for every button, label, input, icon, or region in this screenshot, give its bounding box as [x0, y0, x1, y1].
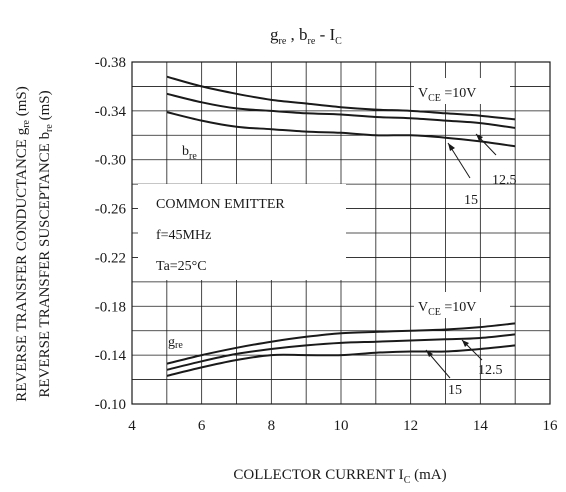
bre-curve-label: bre [182, 144, 197, 162]
y-tick-label: -0.10 [95, 397, 126, 413]
arrowhead-bottom-15 [426, 350, 433, 357]
condition-common-emitter: COMMON EMITTER [156, 197, 285, 212]
x-tick-label: 6 [198, 418, 206, 434]
top-label-12-5: 12.5 [492, 173, 517, 188]
x-tick-label: 16 [543, 418, 559, 434]
y-tick-label: -0.18 [95, 299, 126, 315]
y-axis-label-susceptance: REVERSE TRANSFER SUSCEPTANCE bre (mS) [37, 90, 55, 397]
bottom-label-15: 15 [448, 383, 462, 398]
y-tick-labels: -0.38 -0.34 -0.30 -0.26 -0.22 -0.18 -0.14 -0.10 [95, 55, 127, 413]
y-tick-label: -0.26 [95, 202, 127, 218]
annotation-arrowheads [426, 134, 483, 357]
vce-top-label: VCE =10V [418, 86, 476, 104]
series-line-bre-10 [166, 75, 516, 121]
series-line-bre-12-5 [166, 92, 516, 129]
series-line-gre-12-5 [166, 333, 516, 371]
arrowhead-top-15 [448, 143, 455, 151]
condition-temperature: Ta=25°C [156, 259, 207, 274]
series-line-gre-10 [166, 322, 516, 365]
y-tick-label: -0.38 [95, 55, 126, 71]
x-tick-label: 10 [334, 418, 349, 434]
gre-curve-label: gre [168, 335, 183, 351]
top-label-15: 15 [464, 193, 478, 208]
bottom-label-12-5: 12.5 [478, 363, 503, 378]
annotation-leaders [425, 133, 497, 379]
vce-top-label-bg [414, 78, 510, 104]
x-tick-label: 14 [473, 418, 489, 434]
y-tick-label: -0.22 [95, 250, 126, 266]
arrowhead-bottom-12-5 [462, 340, 469, 347]
vce-bottom-label: VCE =10V [418, 300, 476, 318]
arrowhead-top-12-5 [476, 134, 483, 141]
x-axis-label: COLLECTOR CURRENT IC (mA) [233, 467, 446, 486]
x-tick-labels: 4 6 8 10 12 14 16 [128, 418, 558, 434]
y-tick-label: -0.34 [95, 104, 127, 120]
condition-frequency: f=45MHz [156, 228, 211, 243]
series-line-bre-15 [166, 111, 516, 148]
conditions-box [138, 184, 346, 280]
y-tick-label: -0.30 [95, 153, 126, 169]
x-tick-label: 4 [128, 418, 136, 434]
y-axis-label-conductance: REVERSE TRANSFER CONDUCTANCE gre (mS) [14, 86, 32, 402]
vce-bottom-label-bg [414, 292, 510, 318]
series-curves [166, 75, 516, 377]
y-tick-label: -0.14 [95, 348, 127, 364]
series-line-gre-15 [166, 344, 516, 377]
x-tick-label: 12 [403, 418, 418, 434]
chart-title: gre , bre - IC [270, 25, 342, 47]
x-tick-label: 8 [268, 418, 276, 434]
